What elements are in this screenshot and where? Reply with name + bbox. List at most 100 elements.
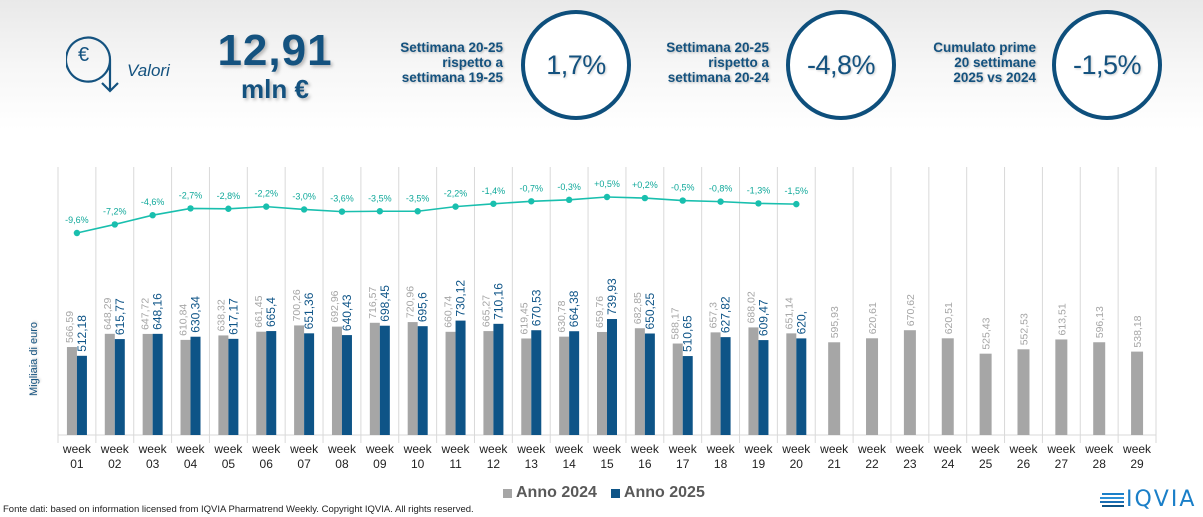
kpi-circle-cumulative: -1,5%: [1052, 10, 1162, 120]
bar-label-2024: 596,13: [1094, 306, 1106, 338]
x-tick-label-number: 12: [487, 457, 501, 471]
bar-2024: [941, 338, 954, 435]
growth-point: [717, 198, 724, 205]
growth-point: [452, 203, 459, 210]
total-value: 12,91 mln €: [200, 28, 350, 105]
growth-label: -4,6%: [141, 197, 165, 207]
bar-label-2024: 610,84: [178, 304, 190, 336]
x-tick-label-number: 07: [297, 457, 311, 471]
bar-2024: [66, 347, 77, 435]
kpi-value: -1,5%: [1072, 49, 1142, 80]
bar-2025: [152, 333, 163, 435]
growth-label: -3,6%: [330, 194, 354, 204]
bar-label-2024: 651,14: [783, 297, 795, 329]
bar-2024: [828, 342, 841, 435]
legend-swatch-2024: [503, 488, 512, 498]
x-tick-label-number: 13: [525, 457, 539, 471]
growth-label: -3,5%: [368, 193, 392, 203]
x-tick-label: week: [403, 442, 433, 456]
growth-label: -9,6%: [65, 215, 89, 225]
growth-point: [187, 205, 194, 212]
x-tick-label-number: 08: [335, 457, 349, 471]
bar-label-2025: 609,47: [756, 299, 770, 336]
growth-label: -0,5%: [671, 183, 695, 193]
x-tick-label-number: 06: [260, 457, 274, 471]
bar-label-2025: 630,34: [189, 296, 203, 333]
bar-label-2024: 620,61: [867, 302, 879, 334]
growth-point: [73, 229, 81, 237]
growth-label: +0,2%: [632, 180, 658, 190]
bar-label-2024: 661,45: [253, 295, 265, 327]
growth-point: [111, 221, 118, 228]
bar-2024: [294, 325, 305, 435]
x-tick-label-number: 24: [941, 457, 955, 471]
x-tick-label: week: [895, 442, 925, 456]
x-tick-label-number: 16: [638, 457, 652, 471]
growth-label: -0,3%: [557, 182, 581, 192]
bar-label-2024: 620,51: [943, 302, 955, 334]
bar-label-2024: 619,45: [518, 302, 530, 334]
growth-label: -0,8%: [709, 184, 733, 194]
growth-point: [300, 206, 308, 213]
bar-label-2024: 700,26: [291, 289, 303, 321]
x-tick-label-number: 22: [865, 457, 879, 471]
bar-2024: [369, 322, 380, 435]
x-tick-label: week: [554, 442, 584, 456]
x-tick-label: week: [781, 442, 811, 456]
growth-label: -2,7%: [179, 190, 203, 200]
x-tick-label: week: [630, 442, 660, 456]
bar-2024: [597, 331, 607, 435]
bar-label-2024: 692,96: [329, 290, 341, 322]
bar-2025: [531, 330, 542, 435]
x-tick-label: week: [857, 442, 887, 456]
bar-label-2025: 670,53: [529, 289, 543, 326]
bar-2025: [190, 336, 201, 435]
growth-label: -2,8%: [217, 191, 241, 201]
bar-label-2024: 660,74: [443, 296, 455, 328]
x-tick-label: week: [743, 442, 773, 456]
bar-label-2024: 659,76: [594, 296, 606, 328]
x-tick-label: week: [1084, 442, 1114, 456]
bar-2025: [228, 338, 239, 435]
bar-label-2024: 613,51: [1056, 303, 1068, 335]
total-value-unit: mln €: [241, 74, 309, 104]
x-tick-label: week: [706, 442, 736, 456]
bar-label-2024: 720,96: [405, 286, 417, 318]
x-tick-label-number: 14: [562, 457, 576, 471]
bar-2025: [493, 323, 504, 435]
growth-label: -3,5%: [406, 193, 430, 203]
bar-label-2025: 648,16: [151, 293, 165, 330]
x-tick-label: week: [819, 442, 849, 456]
x-tick-label-number: 20: [790, 457, 804, 471]
x-tick-label: week: [289, 442, 319, 456]
x-tick-label-number: 04: [184, 457, 198, 471]
x-tick-label-number: 27: [1055, 457, 1069, 471]
iqvia-logo-mark-icon: [1100, 492, 1124, 507]
bar-label-2024: 638,32: [215, 299, 227, 331]
x-tick-label: week: [327, 442, 357, 456]
bar-2024: [559, 336, 570, 435]
x-tick-label: week: [1008, 442, 1038, 456]
svg-text:€: €: [78, 44, 89, 66]
x-tick-label: week: [668, 442, 698, 456]
growth-label: -3,0%: [292, 191, 316, 201]
bar-2024: [672, 343, 683, 435]
bar-2025: [607, 319, 617, 435]
kpi-circle-week-vs-prev-week: 1,7%: [521, 10, 631, 120]
growth-point: [679, 197, 686, 204]
x-tick-label-number: 02: [108, 457, 122, 471]
legend-item-2025: Anno 2025: [610, 484, 705, 502]
bar-label-2024: 595,93: [829, 306, 841, 338]
kpi-label-week-vs-prev-week: Settimana 20-25 rispetto a settimana 19-…: [400, 40, 503, 85]
growth-point: [338, 208, 346, 215]
growth-label: -7,2%: [103, 206, 127, 216]
bar-2024: [1055, 339, 1068, 435]
bar-label-2024: 647,72: [140, 298, 152, 330]
bar-2024: [407, 322, 418, 435]
growth-point: [565, 196, 573, 204]
growth-point: [149, 211, 156, 219]
bar-2025: [644, 333, 655, 435]
legend-swatch-2025: [610, 488, 620, 498]
x-tick-label: week: [365, 442, 395, 456]
bar-label-2024: 630,78: [556, 300, 568, 332]
